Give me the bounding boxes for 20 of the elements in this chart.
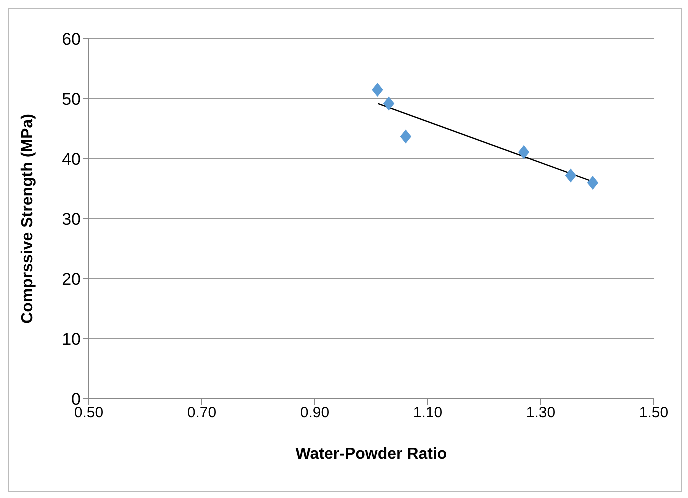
x-tick-label: 0.70 bbox=[187, 404, 217, 422]
x-axis-title: Water-Powder Ratio bbox=[296, 446, 448, 463]
point bbox=[383, 96, 395, 111]
y-tick-label: 40 bbox=[62, 150, 81, 170]
y-tick-label: 30 bbox=[62, 210, 81, 230]
point bbox=[587, 176, 599, 190]
point bbox=[518, 145, 530, 160]
x-tick-label: 0.50 bbox=[74, 404, 104, 422]
y-axis-title: Comprssive Strength (MPa) bbox=[20, 114, 37, 324]
point bbox=[565, 168, 577, 183]
y-tick-label: 60 bbox=[62, 30, 81, 50]
y-tick-label: 10 bbox=[62, 330, 81, 350]
x-tick-label: 1.50 bbox=[639, 404, 669, 422]
x-tick-label: 1.30 bbox=[526, 404, 556, 422]
x-tick-label: 1.10 bbox=[413, 404, 443, 422]
y-tick-label: 20 bbox=[62, 270, 81, 290]
y-tick-label: 50 bbox=[62, 90, 81, 110]
x-tick-label: 0.90 bbox=[300, 404, 330, 422]
point bbox=[372, 83, 384, 97]
point bbox=[400, 130, 412, 144]
